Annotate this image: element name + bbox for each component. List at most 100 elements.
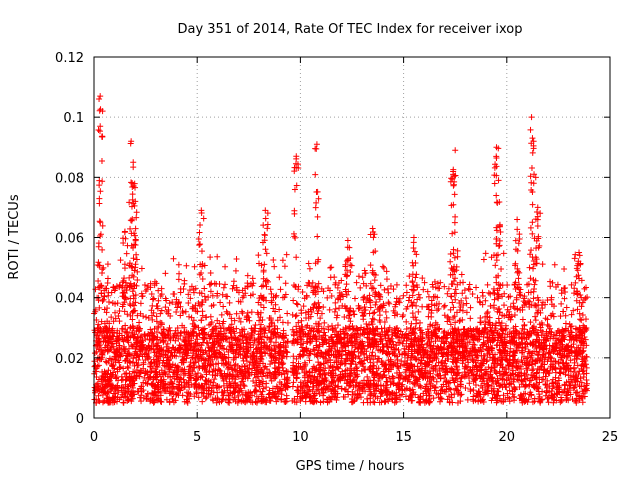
data-point: [268, 290, 275, 297]
data-point: [517, 286, 524, 293]
data-point: [104, 261, 111, 268]
data-point: [392, 303, 399, 310]
data-point: [292, 313, 299, 320]
data-point: [158, 285, 165, 292]
data-point: [326, 306, 333, 313]
data-point: [360, 316, 367, 323]
data-point: [173, 309, 180, 316]
data-point: [463, 309, 470, 316]
data-point: [458, 332, 465, 339]
data-point: [271, 342, 278, 349]
data-point: [568, 311, 575, 318]
data-point: [166, 324, 173, 331]
data-point: [402, 393, 409, 400]
data-point: [276, 364, 283, 371]
data-point: [428, 348, 435, 355]
data-point: [558, 394, 565, 401]
data-point: [193, 390, 200, 397]
data-point: [195, 394, 202, 401]
data-point: [488, 397, 495, 404]
data-point: [545, 323, 552, 330]
data-point: [311, 300, 318, 307]
data-point: [251, 337, 258, 344]
data-point: [327, 347, 334, 354]
data-point: [222, 281, 229, 288]
data-point: [117, 257, 124, 264]
data-point: [518, 356, 525, 363]
data-point: [284, 310, 291, 317]
data-point: [267, 352, 274, 359]
data-point: [329, 322, 335, 329]
data-point: [492, 322, 499, 329]
data-point: [445, 285, 452, 292]
data-point: [283, 251, 290, 258]
data-point: [162, 304, 169, 311]
data-point: [474, 294, 481, 301]
data-point: [272, 388, 279, 395]
data-point: [495, 388, 502, 395]
data-point: [364, 373, 371, 380]
data-point: [558, 397, 565, 404]
data-point: [331, 359, 338, 366]
data-point: [261, 261, 268, 268]
data-point: [191, 393, 198, 400]
data-point: [367, 359, 374, 366]
data-point: [271, 263, 278, 270]
data-point: [551, 261, 558, 268]
data-point: [207, 288, 214, 295]
data-point: [487, 303, 494, 310]
data-point: [526, 391, 533, 398]
data-point: [387, 282, 394, 289]
data-point: [145, 315, 152, 322]
data-point: [567, 357, 574, 364]
data-point: [170, 255, 177, 262]
data-point: [549, 279, 556, 286]
data-point: [138, 333, 145, 340]
data-point: [290, 379, 297, 386]
data-point: [550, 313, 557, 320]
data-point: [582, 316, 589, 323]
data-point: [106, 299, 113, 306]
data-point: [177, 312, 184, 319]
data-point: [148, 381, 155, 388]
data-point: [410, 380, 417, 387]
data-point: [493, 279, 500, 286]
data-point: [293, 312, 300, 319]
data-point: [460, 301, 467, 308]
data-point: [403, 326, 410, 333]
data-point: [385, 289, 392, 296]
data-point: [561, 295, 568, 302]
data-point: [169, 299, 176, 306]
data-point: [432, 384, 439, 391]
data-point: [400, 338, 407, 345]
data-point: [276, 274, 283, 281]
data-point: [452, 319, 459, 326]
data-point: [557, 399, 564, 406]
data-point: [296, 331, 303, 338]
data-point: [248, 309, 255, 316]
data-point: [122, 322, 129, 329]
data-point: [461, 287, 468, 294]
data-point: [384, 351, 391, 358]
data-point: [153, 318, 160, 325]
data-point: [361, 303, 368, 310]
data-point: [568, 281, 575, 288]
data-point: [228, 315, 235, 322]
data-point: [199, 398, 206, 405]
data-point: [389, 373, 396, 380]
data-point: [383, 276, 390, 283]
data-point: [505, 362, 512, 369]
data-point: [178, 359, 185, 366]
data-point: [383, 314, 390, 321]
data-point: [464, 396, 471, 403]
data-point: [99, 399, 106, 406]
data-point: [201, 386, 208, 393]
data-point: [94, 341, 101, 348]
data-point: [181, 351, 188, 358]
data-point: [92, 389, 99, 396]
data-point: [290, 297, 297, 304]
data-point: [343, 281, 350, 288]
data-point: [442, 388, 449, 395]
